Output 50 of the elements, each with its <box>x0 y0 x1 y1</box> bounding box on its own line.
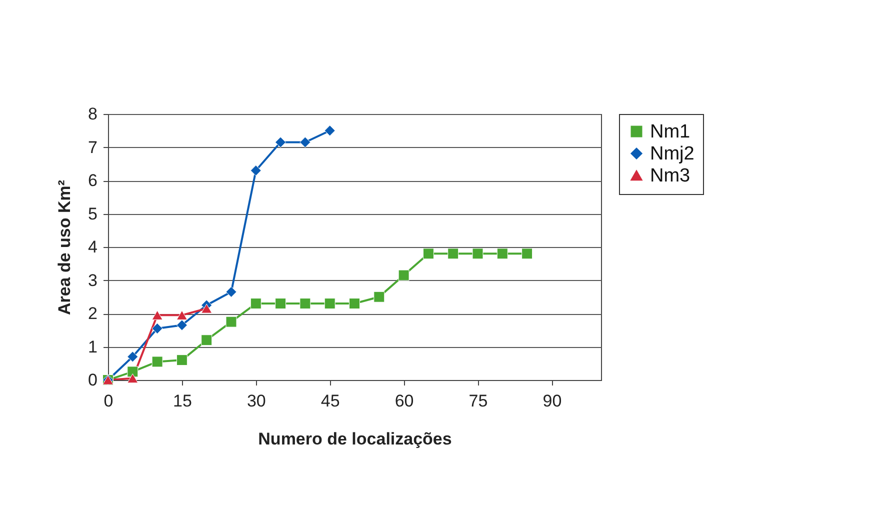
point <box>522 248 533 260</box>
y-tick-label: 5 <box>88 204 98 224</box>
point <box>300 136 311 148</box>
point <box>201 334 212 346</box>
y-tick-label: 3 <box>88 270 98 290</box>
point <box>448 248 459 260</box>
point <box>176 320 188 331</box>
point <box>127 351 138 362</box>
x-tick-label: 90 <box>542 392 562 410</box>
legend-label: Nm1 <box>650 122 690 142</box>
point <box>127 366 138 378</box>
point <box>324 125 336 136</box>
point <box>201 304 212 314</box>
point <box>250 298 262 310</box>
point <box>152 322 163 334</box>
point <box>152 356 163 368</box>
x-tick-label: 45 <box>320 392 340 410</box>
x-tick-label: 60 <box>394 392 414 410</box>
x-tick-label: 30 <box>246 392 266 410</box>
point <box>422 248 434 260</box>
point <box>226 286 237 298</box>
y-tick-label: 0 <box>88 370 98 390</box>
y-axis-title: Area de uso Km² <box>55 180 74 316</box>
point <box>176 310 188 320</box>
point <box>152 310 163 320</box>
point <box>127 374 138 384</box>
point <box>472 248 484 260</box>
y-tick-label: 1 <box>88 337 98 356</box>
point <box>349 298 360 310</box>
y-tick-label: 4 <box>88 238 98 256</box>
y-tick-label: 2 <box>88 304 98 323</box>
x-tick-label: 75 <box>468 392 488 410</box>
point <box>496 248 508 260</box>
point <box>226 316 237 328</box>
point <box>324 298 336 310</box>
x-axis-title: Numero de localizações <box>258 430 452 448</box>
point <box>398 270 410 281</box>
x-tick-label: 0 <box>104 392 114 410</box>
point <box>300 298 311 310</box>
x-tick-label: 15 <box>172 392 192 410</box>
legend-label: Nmj2 <box>650 144 694 164</box>
y-tick-label: 8 <box>88 104 98 124</box>
legend-label: Nm3 <box>650 166 690 186</box>
point <box>176 354 188 366</box>
point <box>250 165 262 176</box>
y-tick-label: 6 <box>88 171 98 190</box>
point <box>275 136 286 148</box>
point <box>374 291 385 302</box>
point <box>275 298 286 310</box>
y-tick-label: 7 <box>88 138 98 157</box>
